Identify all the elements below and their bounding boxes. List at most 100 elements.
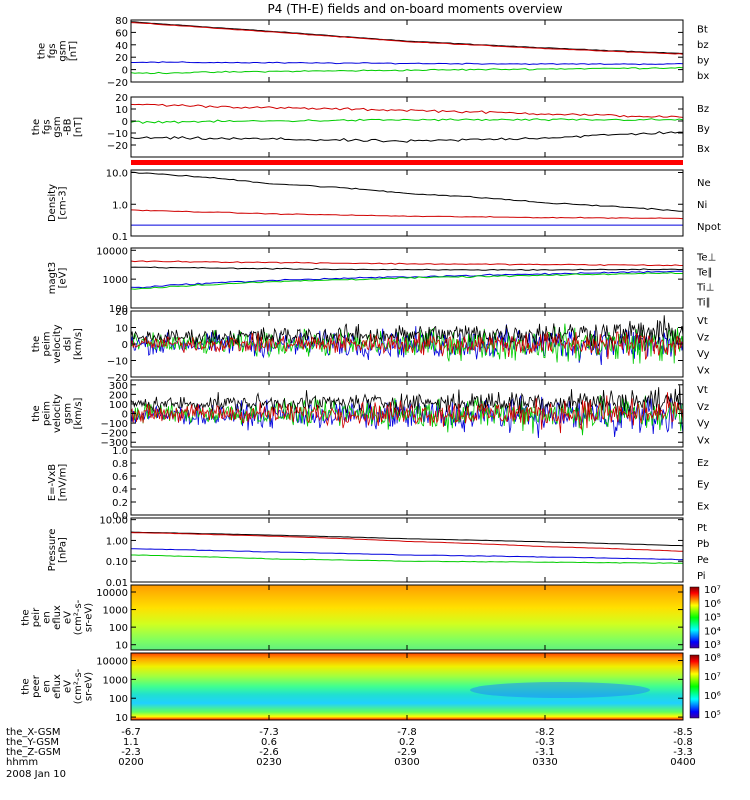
y-tick-label: 60 — [115, 28, 128, 39]
colorbar-label: 10⁷ — [704, 672, 721, 683]
series-ne-line — [130, 209, 684, 220]
y-axis-label: peir — [31, 607, 42, 627]
series-bz-line — [130, 103, 684, 118]
series-bz-line — [130, 22, 684, 55]
y-tick-label: 20 — [115, 93, 128, 104]
colorbar-label: 10³ — [704, 640, 721, 651]
y-axis-label: gsm — [57, 40, 68, 61]
panel-frame — [130, 517, 684, 583]
y-tick-label: 1.00 — [106, 536, 128, 547]
colorbar-label: 10⁶ — [704, 691, 721, 702]
legend-vx: Vx — [697, 435, 710, 446]
y-axis-label: velocity — [52, 394, 63, 433]
y-axis-label: the — [21, 678, 32, 694]
panel-frame — [130, 96, 684, 158]
legend-bt: Bt — [697, 25, 708, 36]
x-axis-value: 1.1 — [123, 737, 139, 748]
colorbar: 10⁷ 10⁶ 10⁵ 10⁴ 10³ — [689, 585, 721, 651]
y-tick-label: 10000 — [96, 657, 128, 668]
y-tick-label: 0.8 — [112, 459, 128, 470]
series-vz-line — [130, 331, 684, 360]
y-axis-label: (cm²-s- — [73, 668, 84, 704]
y-axis-label: velocity — [52, 324, 63, 363]
legend-pe: Pe — [697, 555, 709, 566]
legend-ni: Ni — [697, 200, 707, 211]
y-tick-label: 0 — [122, 66, 128, 77]
y-axis-label: eV — [63, 611, 74, 624]
colorbar-label: 10⁸ — [704, 653, 721, 664]
y-tick-label: 1000 — [103, 275, 128, 286]
x-axis-value: 0.6 — [261, 737, 277, 748]
y-axis-label: -BB — [63, 118, 74, 135]
x-axis-value: -6.7 — [121, 727, 141, 738]
x-axis-value: 0400 — [670, 757, 695, 768]
y-tick-label: 0 — [122, 410, 128, 421]
y-tick-label: 0.4 — [112, 485, 128, 496]
x-axis-value: -3.3 — [673, 747, 693, 758]
y-tick-label: −10 — [107, 129, 128, 140]
y-tick-label: 100 — [109, 694, 128, 705]
legend-vz: Vz — [697, 333, 709, 344]
y-tick-label: −20 — [107, 141, 128, 152]
legend-vt: Vt — [697, 385, 708, 396]
y-axis-label: [nPa] — [57, 537, 68, 563]
series-vt-line — [130, 315, 684, 347]
y-tick-label: 1000 — [103, 675, 128, 686]
legend-pi: Pi — [697, 571, 706, 582]
series-pi-line — [131, 548, 684, 561]
legend-bz: bz — [697, 40, 709, 51]
y-axis-label: [nT] — [68, 41, 79, 61]
series-pe-line — [131, 554, 684, 564]
y-tick-label: 10.0 — [106, 169, 128, 180]
colorbar-label: 10⁷ — [704, 585, 721, 596]
x-axis-value: 0200 — [118, 757, 143, 768]
y-axis-label: dsl — [63, 337, 74, 351]
y-axis-label: magt3 — [47, 262, 58, 295]
colorbar-label: 10⁵ — [704, 710, 721, 721]
legend-ti: Ti∥ — [696, 297, 711, 308]
y-axis-label: Density — [47, 184, 58, 222]
y-tick-label: 0.01 — [106, 578, 128, 589]
x-axis-value: 0.2 — [399, 737, 415, 748]
x-axis-value: -0.3 — [535, 737, 555, 748]
panel-7: 10.00 1.00 0.10 0.01 Pressure [nPa] Pt Pb Pe Pi — [47, 516, 710, 589]
legend-vz: Vz — [697, 402, 709, 413]
y-axis-label: en — [42, 611, 53, 624]
series-by-line — [130, 118, 684, 124]
y-axis-label: peer — [31, 674, 42, 698]
legend-vx: Vx — [697, 366, 710, 377]
legend-te: Te∥ — [696, 267, 713, 278]
spectrogram-feature — [470, 682, 650, 698]
y-axis-label: the — [21, 609, 32, 625]
y-tick-label: 20 — [115, 307, 128, 318]
colorbar-scale — [689, 654, 700, 719]
x-axis-value: 0330 — [532, 757, 557, 768]
legend-ez: Ez — [697, 458, 709, 469]
legend-bx: bx — [697, 71, 709, 82]
y-axis-label: sr-eV) — [84, 603, 95, 632]
legend-ey: Ey — [697, 480, 709, 491]
y-axis-label: peim — [42, 401, 53, 426]
y-axis-label: fgs — [47, 43, 58, 58]
y-axis-label: peim — [42, 331, 53, 356]
y-tick-label: 80 — [115, 16, 128, 27]
separator-bar — [131, 160, 683, 165]
x-axis-value: -3.1 — [535, 747, 555, 758]
y-tick-label: 0.1 — [112, 232, 128, 243]
y-tick-label: −300 — [101, 438, 128, 449]
colorbar: 10⁸ 10⁷ 10⁶ 10⁵ — [689, 653, 721, 721]
y-tick-label: 1.0 — [112, 446, 128, 457]
y-axis-label: eflux — [52, 674, 63, 699]
legend-bz: Bz — [697, 104, 709, 115]
date-label: 2008 Jan 10 — [6, 769, 66, 780]
y-axis-label: [nT] — [73, 117, 84, 137]
x-axis-value: -7.3 — [259, 727, 279, 738]
x-axis-value: -8.5 — [673, 727, 693, 738]
y-tick-label: 10 — [115, 641, 128, 652]
series-bx-line — [130, 131, 684, 143]
colorbar-label: 10⁶ — [704, 599, 721, 610]
panel-frame — [130, 169, 684, 237]
